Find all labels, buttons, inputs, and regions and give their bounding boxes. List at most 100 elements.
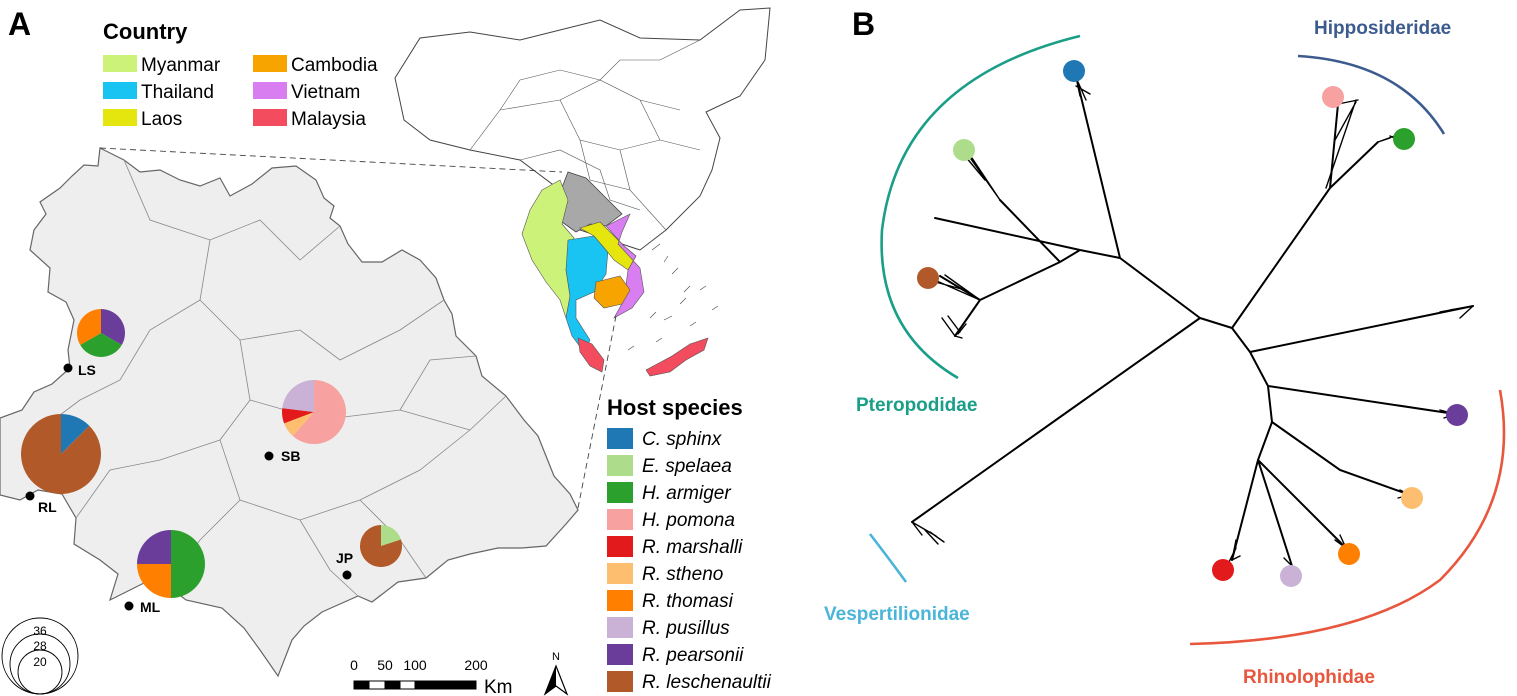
scale-tick-0: 0 xyxy=(350,657,358,673)
tip-r-pearsonii xyxy=(1446,404,1468,426)
swatch-c-sphinx xyxy=(607,428,633,449)
china-provinces xyxy=(469,39,701,231)
scale-tick-200: 200 xyxy=(464,657,488,673)
site-label-jp: JP xyxy=(336,550,353,566)
clade-label-hipposideridae: Hipposideridae xyxy=(1314,18,1451,39)
site-marker-ml xyxy=(124,601,134,611)
label-myanmar: Myanmar xyxy=(141,55,221,76)
label-r-leschenaultii: R. leschenaultii xyxy=(642,672,772,693)
label-e-spelaea: E. spelaea xyxy=(642,456,732,477)
tip-h-pomona xyxy=(1322,86,1344,108)
label-cambodia: Cambodia xyxy=(291,55,378,76)
site-label-ml: ML xyxy=(140,599,161,615)
label-r-thomasi: R. thomasi xyxy=(642,591,734,612)
tip-h-armiger xyxy=(1393,128,1415,150)
scale-segment-2 xyxy=(368,680,386,690)
pie-slice-ls-r-thomasi xyxy=(77,309,101,345)
tip-c-sphinx xyxy=(1063,60,1085,82)
swatch-r-thomasi xyxy=(607,590,633,611)
myanmar-shape xyxy=(521,179,575,319)
site-marker-jp xyxy=(342,570,352,580)
pie-slice-ml-r-thomasi xyxy=(137,564,171,598)
scale-segment-3 xyxy=(384,680,401,690)
label-thailand: Thailand xyxy=(141,82,214,103)
tip-r-pusillus xyxy=(1280,565,1302,587)
pie-slice-jp-r-leschenaultii xyxy=(360,525,403,567)
tip-r-thomasi xyxy=(1338,543,1360,565)
swatch-r-pusillus xyxy=(607,617,633,638)
scale-segment-5 xyxy=(414,680,477,690)
swatch-malaysia xyxy=(253,109,287,126)
pie-slice-ls-r-pearsonii xyxy=(101,309,125,345)
site-label-rl: RL xyxy=(38,499,57,515)
swatch-r-pearsonii xyxy=(607,644,633,665)
country-legend-title: Country xyxy=(103,19,188,44)
country-legend: Country Myanmar Thailand Laos Cambodia V… xyxy=(103,19,378,130)
region-internal-borders xyxy=(39,159,507,597)
swatch-r-stheno xyxy=(607,563,633,584)
size-label-20: 20 xyxy=(33,655,47,669)
scale-segment-1 xyxy=(353,680,370,690)
pie-slice-jp-e-spelaea xyxy=(381,525,401,546)
label-r-stheno: R. stheno xyxy=(642,564,723,585)
swatch-e-spelaea xyxy=(607,455,633,476)
north-arrow-half xyxy=(545,666,556,694)
inset-map xyxy=(99,7,771,509)
clade-label-vespertilionidae: Vespertilionidae xyxy=(824,604,970,625)
pie-slice-sb-r-pusillus xyxy=(282,380,314,412)
zoom-connector-bottom xyxy=(577,315,617,509)
tree-internal-branches xyxy=(911,71,1474,567)
north-arrow: N xyxy=(543,651,569,696)
pie-site-rl xyxy=(20,414,101,495)
swatch-myanmar xyxy=(103,55,137,72)
pie-slice-rl-c-sphinx xyxy=(61,414,90,454)
label-h-pomona: H. pomona xyxy=(642,510,735,531)
scale-unit: Km xyxy=(484,677,513,696)
host-legend: Host species C. sphinx E. spelaea H. arm… xyxy=(607,395,772,693)
pie-site-ml xyxy=(137,530,205,598)
clade-arc-rhinolophidae xyxy=(1189,389,1506,646)
cambodia-shape xyxy=(593,275,631,309)
scale-bar: 0 50 100 200 Km xyxy=(350,657,512,696)
pie-site-jp xyxy=(360,525,403,567)
size-label-28: 28 xyxy=(33,639,47,653)
clade-label-rhinolophidae: Rhinolophidae xyxy=(1243,667,1375,688)
label-c-sphinx: C. sphinx xyxy=(642,429,723,450)
tip-r-marshalli xyxy=(1212,559,1234,581)
swatch-r-marshalli xyxy=(607,536,633,557)
scale-tick-100: 100 xyxy=(403,657,427,673)
label-vietnam: Vietnam xyxy=(291,82,360,103)
site-marker-rl xyxy=(25,491,35,501)
tip-r-leschenaultii xyxy=(917,267,939,289)
label-r-marshalli: R. marshalli xyxy=(642,537,743,558)
size-legend: 36 28 20 xyxy=(1,617,79,695)
malaysia-shape xyxy=(577,337,709,377)
size-label-36: 36 xyxy=(33,624,47,638)
swatch-laos xyxy=(103,109,137,126)
islands xyxy=(627,243,719,351)
swatch-r-leschenaultii xyxy=(607,671,633,692)
size-circle-20 xyxy=(17,649,63,695)
pie-slice-sb-r-marshalli xyxy=(281,408,314,424)
scale-tick-50: 50 xyxy=(377,657,393,673)
clade-arc-vespertilionidae xyxy=(868,533,908,583)
thailand-shape xyxy=(565,235,609,353)
pie-slice-ml-r-pearsonii xyxy=(137,530,171,564)
site-marker-ls xyxy=(63,363,73,373)
swatch-h-armiger xyxy=(607,482,633,503)
label-r-pusillus: R. pusillus xyxy=(642,618,730,639)
label-malaysia: Malaysia xyxy=(291,109,366,130)
vietnam-shape xyxy=(605,213,645,319)
clade-label-pteropodidae: Pteropodidae xyxy=(856,395,977,416)
pie-site-sb xyxy=(281,380,346,444)
clade-arc-pteropodidae xyxy=(880,34,1081,380)
pie-site-ls xyxy=(77,309,125,357)
pie-slice-sb-r-stheno xyxy=(284,412,314,436)
swatch-cambodia xyxy=(253,55,287,72)
pie-slice-ml-h-armiger xyxy=(171,530,205,598)
host-legend-title: Host species xyxy=(607,395,743,420)
clade-arc-hipposideridae xyxy=(1297,54,1446,135)
swatch-thailand xyxy=(103,82,137,99)
pie-slice-sb-h-pomona xyxy=(292,380,346,444)
